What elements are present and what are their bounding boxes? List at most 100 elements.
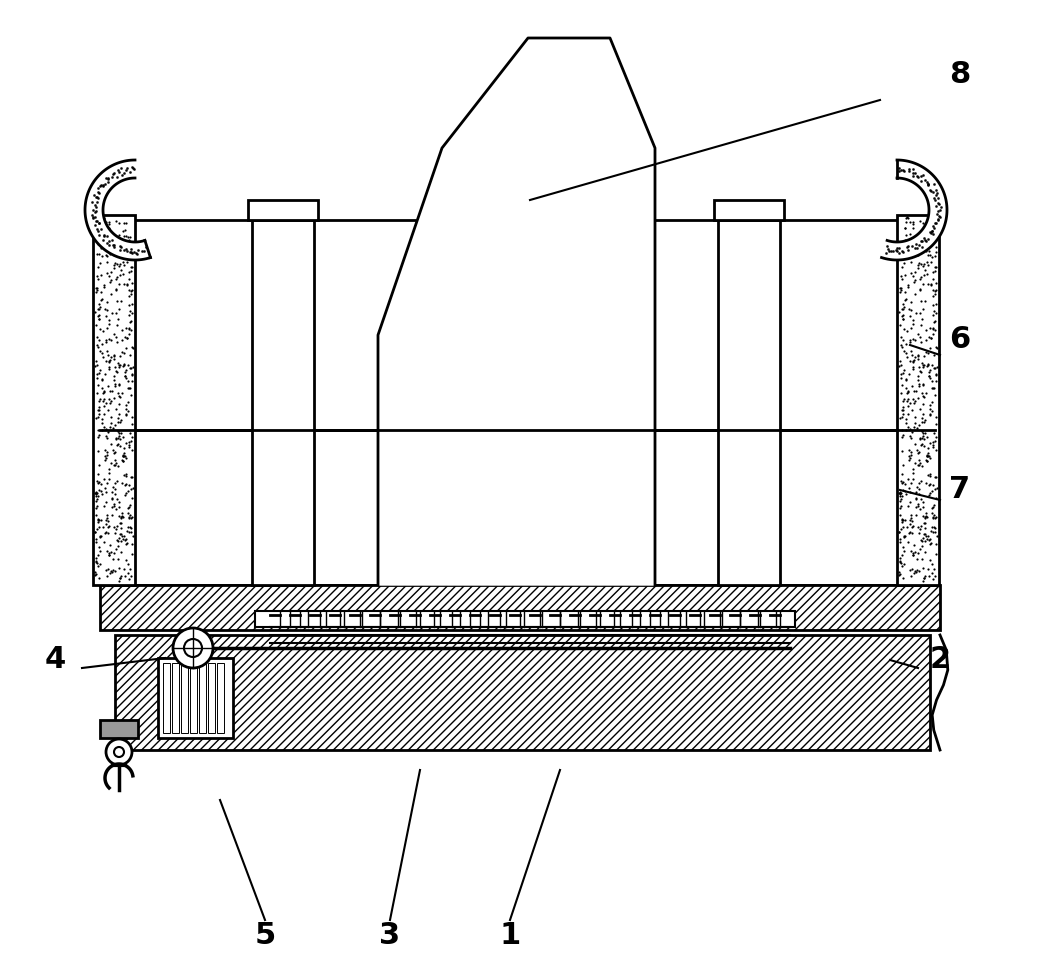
Point [920,357,937,372]
Point [97,233,114,249]
Point [919,449,935,465]
Point [904,403,921,418]
Point [99,518,116,534]
Point [93,240,110,256]
Point [115,467,132,483]
Point [107,453,124,468]
Point [106,368,123,384]
Point [90,514,107,530]
Point [91,473,108,489]
Point [891,284,908,300]
Point [911,520,928,536]
Point [103,410,119,425]
Point [906,349,923,365]
Point [896,512,913,527]
Point [120,435,137,451]
Point [116,448,133,464]
Point [111,494,128,510]
Point [917,240,934,256]
Point [108,431,125,447]
Point [116,247,133,263]
Point [123,433,140,449]
Point [110,499,127,514]
Point [891,564,908,579]
Point [906,383,923,399]
Point [903,302,920,318]
Point [124,340,141,356]
Point [902,309,919,324]
Point [103,393,119,409]
Point [927,275,944,291]
Point [911,453,928,468]
Point [891,507,908,522]
Point [900,498,916,514]
Point [913,518,930,534]
Point [122,519,138,535]
Point [117,228,134,244]
Circle shape [173,628,214,668]
Point [104,564,120,580]
Text: 4: 4 [44,646,66,674]
Point [97,562,114,577]
Point [894,311,911,326]
Point [110,538,127,554]
Bar [217,663,224,733]
Point [117,435,134,451]
Point [914,411,931,426]
Point [914,396,931,412]
Point [903,511,920,526]
Point [107,417,124,433]
Point [921,243,938,259]
Point [909,231,926,247]
Point [100,354,117,369]
Point [123,248,140,264]
Point [927,339,944,355]
Point [917,385,934,401]
Point [915,389,932,405]
Point [98,266,115,281]
Point [124,368,141,383]
Point [902,562,919,577]
Point [87,567,104,583]
Point [88,282,105,298]
Point [113,520,130,536]
Point [100,391,117,407]
Point [107,481,124,497]
Point [895,570,912,586]
Point [910,444,927,460]
Point [97,354,114,369]
Point [112,526,129,542]
Point [89,337,106,353]
Point [94,336,111,352]
Point [118,523,135,539]
Point [919,453,935,468]
Point [895,529,912,545]
Point [894,475,911,491]
Point [891,493,908,509]
Point [905,352,922,368]
Point [123,321,140,337]
Point [103,265,119,280]
Point [99,475,116,491]
Point [97,524,114,540]
Point [905,359,922,374]
Point [124,546,141,562]
Point [917,475,934,491]
Point [926,248,943,264]
Point [116,257,133,272]
Point [913,385,930,401]
Point [920,561,937,576]
Point [900,470,916,486]
Point [104,305,120,320]
Point [100,362,117,377]
Point [112,438,129,454]
Point [893,488,910,504]
Point [100,471,117,487]
Point [892,491,909,507]
Point [894,406,911,421]
Point [112,262,129,277]
Point [111,388,128,404]
Point [900,406,916,421]
Point [92,528,109,544]
Point [905,312,922,327]
